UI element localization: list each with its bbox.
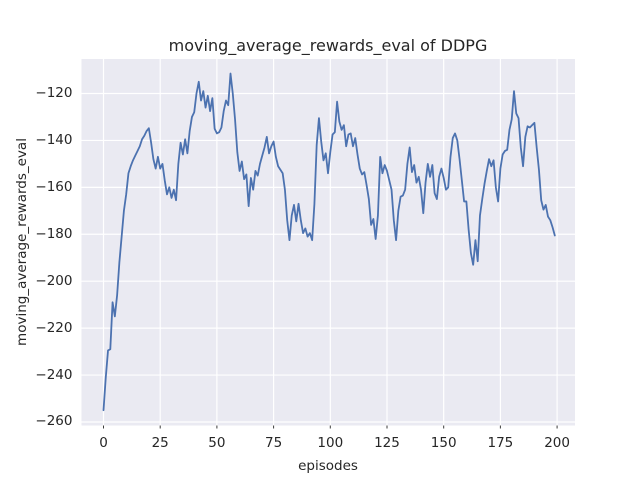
x-tick-label: 150 <box>430 435 457 451</box>
y-tick-label: −160 <box>35 178 73 195</box>
x-tick-label: 0 <box>99 435 108 451</box>
x-tick-label: 25 <box>151 435 169 451</box>
y-tick-label: −260 <box>35 413 73 430</box>
x-tick-label: 200 <box>544 435 570 451</box>
y-axis-label-text: moving_average_rewards_eval <box>14 138 30 346</box>
x-tick-label: 100 <box>317 435 344 451</box>
y-tick-label: −200 <box>35 272 73 289</box>
chart-title: moving_average_rewards_eval of DDPG <box>168 36 488 55</box>
y-tick-label: −220 <box>35 319 73 336</box>
y-tick-label: −120 <box>35 84 73 101</box>
x-tick-label: 50 <box>208 435 226 451</box>
x-axis-label: episodes <box>298 458 358 474</box>
y-tick-label: −240 <box>35 366 73 383</box>
plot-background <box>81 59 575 426</box>
x-tick-label: 175 <box>487 435 514 451</box>
x-tick-label: 125 <box>374 435 400 451</box>
reward-line <box>102 72 556 412</box>
y-tick-label: −180 <box>35 225 73 242</box>
x-tick-label: 75 <box>264 435 283 451</box>
y-tick-label: −140 <box>35 131 73 148</box>
